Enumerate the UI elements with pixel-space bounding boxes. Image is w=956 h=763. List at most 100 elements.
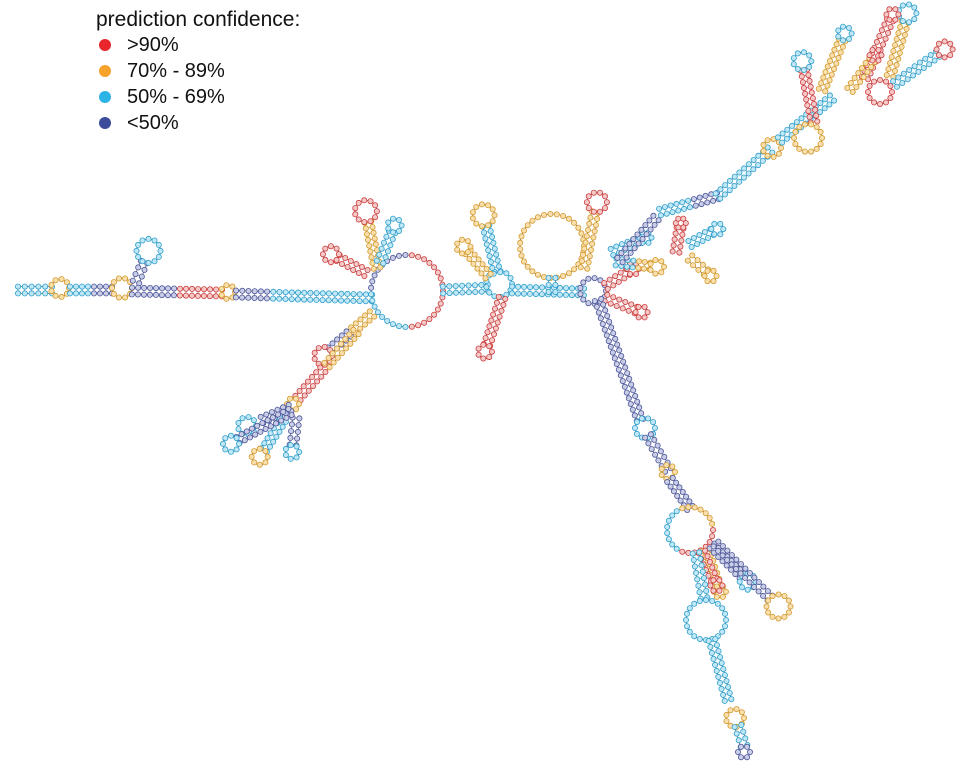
nucleotide <box>42 290 49 297</box>
nucleotide <box>698 562 705 569</box>
nucleotide <box>332 290 339 297</box>
nucleotide <box>847 80 854 87</box>
nucleotide <box>641 303 648 310</box>
nucleotide <box>610 294 617 301</box>
nucleotide <box>128 291 135 298</box>
nucleotide <box>688 243 695 250</box>
nucleotide <box>808 89 815 96</box>
nucleotide <box>307 296 314 303</box>
nucleotide <box>189 285 196 292</box>
nucleotide <box>648 234 655 241</box>
nucleotide <box>613 243 620 250</box>
nucleotide <box>720 691 727 698</box>
nucleotide <box>711 231 718 238</box>
nucleotide <box>800 49 807 56</box>
nucleotide <box>673 545 680 552</box>
nucleotide <box>713 642 720 649</box>
nucleotide <box>14 290 21 297</box>
nucleotide <box>521 227 528 234</box>
nucleotide <box>844 85 851 92</box>
nucleotide <box>716 577 723 584</box>
nucleotide <box>489 233 496 240</box>
nucleotide <box>673 508 680 515</box>
nucleotide <box>723 562 730 569</box>
nucleotide <box>808 121 815 128</box>
nucleotide <box>693 569 700 576</box>
nucleotide <box>679 488 686 495</box>
nucleotide <box>732 571 739 578</box>
nucleotide <box>300 383 307 390</box>
nucleotide <box>794 50 801 57</box>
nucleotide <box>655 457 662 464</box>
nucleotide <box>575 224 582 231</box>
nucleotide <box>889 89 896 96</box>
nucleotide <box>526 290 533 297</box>
nucleotide <box>305 387 312 394</box>
nucleotide <box>674 492 681 499</box>
nucleotide <box>826 101 833 108</box>
legend-title: prediction confidence: <box>96 8 301 31</box>
nucleotide <box>491 305 498 312</box>
nucleotide <box>702 547 709 554</box>
nucleotide <box>170 292 177 299</box>
legend-label: >90% <box>127 33 179 56</box>
nucleotide <box>481 229 488 236</box>
nucleotide <box>322 256 329 263</box>
nucleotide <box>486 323 493 330</box>
nucleotide <box>176 292 183 299</box>
nucleotide <box>818 80 825 87</box>
nucleotide <box>491 212 498 219</box>
nucleotide <box>498 307 505 314</box>
nucleotide <box>840 23 847 30</box>
nucleotide <box>296 448 303 455</box>
nucleotide <box>315 345 322 352</box>
nucleotide <box>738 722 745 729</box>
nucleotide <box>152 291 159 298</box>
nucleotide <box>866 95 873 102</box>
nucleotide <box>446 283 453 290</box>
nucleotide <box>326 364 333 371</box>
nucleotide <box>654 442 661 449</box>
nucleotide <box>465 282 472 289</box>
nucleotide <box>585 193 592 200</box>
nucleotide <box>232 294 239 301</box>
nucleotide <box>641 314 648 321</box>
nucleotide <box>667 202 674 209</box>
nucleotide <box>369 297 376 304</box>
nucleotide <box>251 294 258 301</box>
nucleotide <box>493 299 500 306</box>
nucleotide <box>703 597 710 604</box>
nucleotide <box>882 35 889 42</box>
nucleotide <box>885 29 892 36</box>
nucleotide <box>287 442 294 449</box>
nucleotide <box>634 398 641 405</box>
nucleotide <box>883 72 890 79</box>
nucleotide <box>715 538 722 545</box>
nucleotide <box>195 286 202 293</box>
nucleotide <box>646 217 653 224</box>
nucleotide <box>670 242 677 249</box>
nucleotide <box>155 241 162 248</box>
nucleotide <box>904 76 911 83</box>
nucleotide <box>593 303 600 310</box>
nucleotide <box>91 290 98 297</box>
nucleotide <box>755 588 762 595</box>
nucleotide <box>313 296 320 303</box>
nucleotide <box>915 68 922 75</box>
nucleotide <box>488 317 495 324</box>
nucleotide <box>840 37 847 44</box>
nucleotide <box>586 253 593 260</box>
nucleotide <box>817 109 824 116</box>
nucleotide <box>347 340 354 347</box>
nucleotide <box>395 252 402 259</box>
nucleotide <box>833 41 840 48</box>
nucleotide <box>437 275 444 282</box>
nucleotide <box>587 214 594 221</box>
nucleotide <box>681 205 688 212</box>
nucleotide <box>691 563 698 570</box>
nucleotide <box>223 282 230 289</box>
nucleotide <box>627 249 634 256</box>
nucleotide <box>270 288 277 295</box>
legend-label: 70% - 89% <box>127 59 225 82</box>
nucleotide <box>296 415 303 422</box>
